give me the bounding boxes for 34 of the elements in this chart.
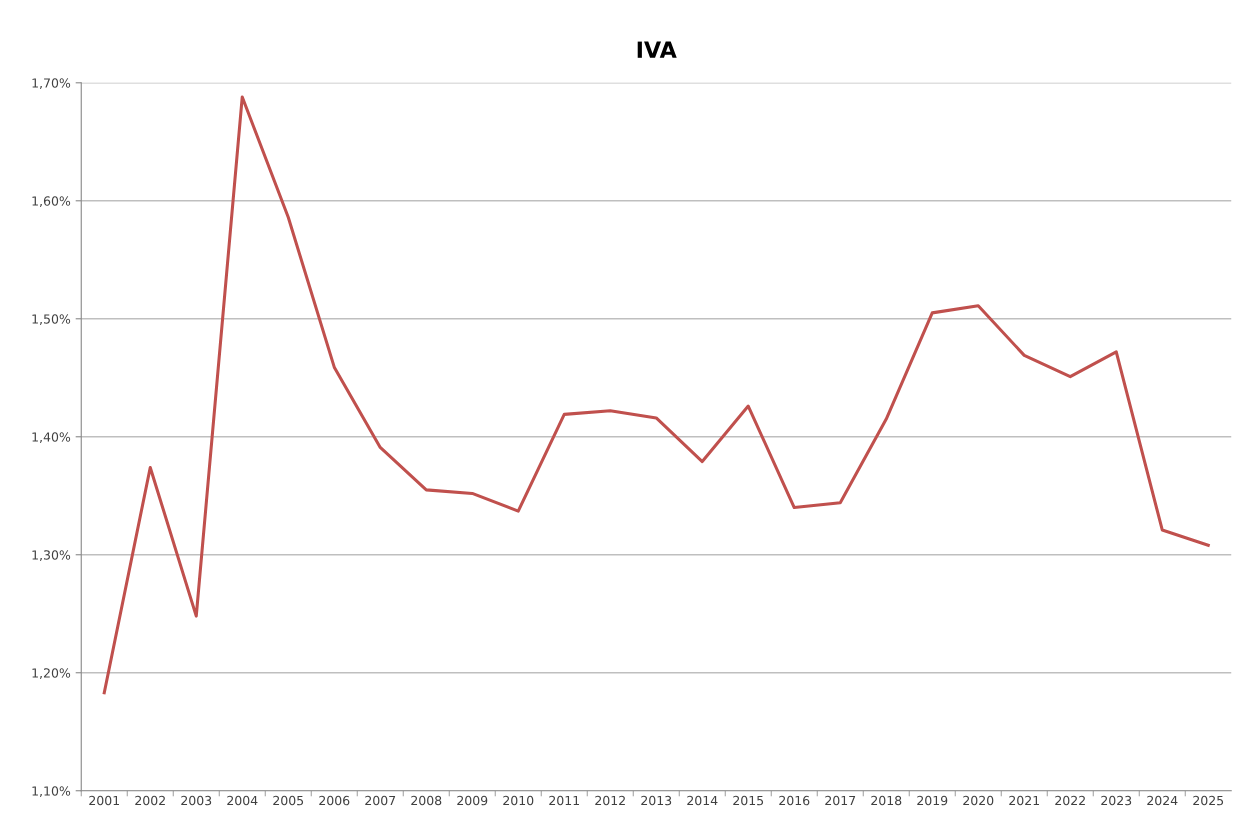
x-tick-label: 2010 bbox=[503, 795, 534, 806]
x-tick-label: 2006 bbox=[319, 795, 350, 806]
x-tick-label: 2020 bbox=[963, 795, 994, 806]
x-tick-label: 2016 bbox=[779, 795, 810, 806]
x-tick-label: 2018 bbox=[871, 795, 902, 806]
x-tick-label: 2021 bbox=[1009, 795, 1039, 806]
x-tick-label: 2011 bbox=[549, 795, 579, 806]
line-series bbox=[102, 95, 1210, 695]
y-tick-label: 1,70% bbox=[32, 78, 71, 89]
x-tick-label: 2005 bbox=[273, 795, 304, 806]
x-tick-label: 2002 bbox=[135, 795, 165, 806]
x-tick-label: 2009 bbox=[457, 795, 488, 806]
x-tick-label: 2001 bbox=[89, 795, 119, 806]
x-tick-label: 2015 bbox=[733, 795, 764, 806]
x-tick-label: 2024 bbox=[1147, 795, 1178, 806]
x-tick-label: 2003 bbox=[181, 795, 212, 806]
y-tick-label: 1,30% bbox=[32, 550, 71, 561]
x-tick-label: 2008 bbox=[411, 795, 442, 806]
y-tick-label: 1,60% bbox=[32, 196, 71, 207]
x-tick-label: 2023 bbox=[1101, 795, 1132, 806]
x-tick-label: 2014 bbox=[687, 795, 718, 806]
y-tick-label: 1,10% bbox=[32, 786, 71, 797]
x-tick-label: 2025 bbox=[1193, 795, 1224, 806]
y-tick-label: 1,40% bbox=[32, 432, 71, 443]
chart-title: IVA bbox=[637, 41, 677, 58]
x-tick-label: 2017 bbox=[825, 795, 856, 806]
y-tick-label: 1,20% bbox=[32, 668, 71, 679]
x-tick-label: 2013 bbox=[641, 795, 672, 806]
x-tick-label: 2012 bbox=[595, 795, 625, 806]
y-tick-label: 1,50% bbox=[32, 314, 71, 325]
x-tick-label: 2022 bbox=[1055, 795, 1085, 806]
x-tick-label: 2019 bbox=[917, 795, 948, 806]
x-tick-label: 2004 bbox=[227, 795, 258, 806]
x-tick-label: 2007 bbox=[365, 795, 396, 806]
